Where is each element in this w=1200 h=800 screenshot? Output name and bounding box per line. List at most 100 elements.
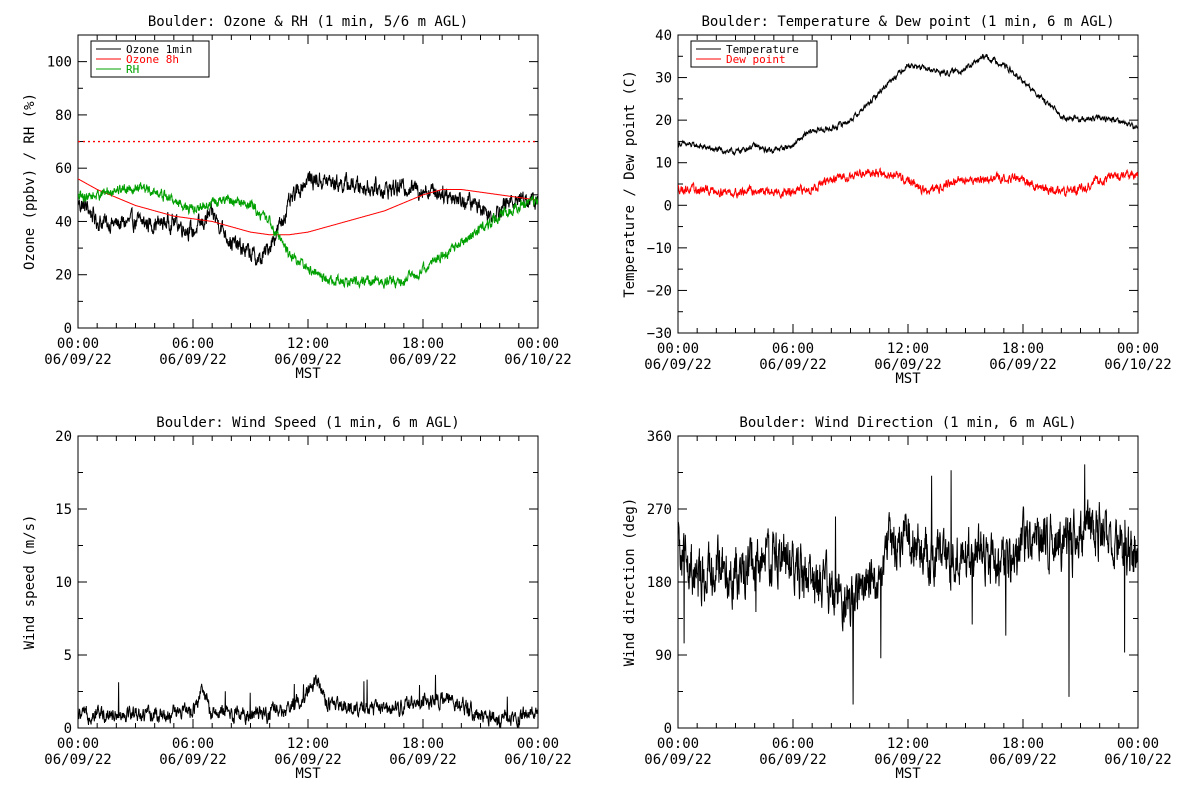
- x-tick-label-date: 06/09/22: [44, 752, 111, 768]
- plot-area: [78, 171, 538, 290]
- legend-label: RH: [126, 63, 139, 76]
- x-tick-label-date: 06/09/22: [989, 752, 1056, 768]
- series-line-ozone-8h: [78, 178, 538, 236]
- y-tick-label: 20: [655, 113, 672, 129]
- chart-panel-3: Boulder: Wind Speed (1 min, 6 m AGL) 0 5 10…: [22, 415, 572, 782]
- x-axis-label: MST: [295, 766, 321, 782]
- y-tick-label: −30: [647, 326, 672, 342]
- y-tick-label: 15: [55, 502, 72, 518]
- x-tick-label-date: 06/10/22: [504, 752, 571, 768]
- x-tick-label-date: 06/09/22: [159, 752, 226, 768]
- y-axis-label: Wind speed (m/s): [22, 515, 38, 650]
- x-tick-label-time: 18:00: [402, 736, 444, 752]
- y-axis-label: Ozone (ppbv) / RH (%): [22, 93, 38, 270]
- plot-area: [678, 53, 1138, 199]
- plot-frame: [77, 435, 539, 729]
- x-tick-label-date: 06/09/22: [644, 752, 711, 768]
- x-tick-label-time: 00:00: [57, 736, 99, 752]
- series-line-ozone-1min: [78, 171, 538, 266]
- x-tick-label-time: 12:00: [287, 736, 329, 752]
- chart-title: Boulder: Wind Speed (1 min, 6 m AGL): [156, 415, 459, 431]
- plot-area: [78, 674, 538, 728]
- legend-label: Ozone 1min: [126, 43, 192, 56]
- y-tick-label: 0: [64, 721, 72, 737]
- y-tick-label: 20: [55, 268, 72, 284]
- y-tick-label: 40: [55, 214, 72, 230]
- x-tick-label-time: 18:00: [402, 336, 444, 352]
- x-tick-label-date: 06/09/22: [644, 357, 711, 373]
- x-tick-label-date: 06/09/22: [274, 752, 341, 768]
- y-tick-label: 0: [664, 198, 672, 214]
- x-tick-label-date: 06/09/22: [274, 352, 341, 368]
- y-tick-label: 0: [664, 721, 672, 737]
- y-tick-label: 90: [655, 648, 672, 664]
- x-tick-label-date: 06/09/22: [874, 752, 941, 768]
- y-tick-label: 270: [647, 502, 672, 518]
- x-tick-label-date: 06/09/22: [989, 357, 1056, 373]
- y-tick-label: 30: [655, 71, 672, 87]
- x-axis-label: MST: [895, 766, 921, 782]
- y-tick-label: 60: [55, 161, 72, 177]
- x-tick-label-date: 06/09/22: [874, 357, 941, 373]
- x-tick-label-time: 00:00: [517, 736, 559, 752]
- x-axis-label: MST: [895, 371, 921, 387]
- y-tick-label: −20: [647, 283, 672, 299]
- y-tick-label: 40: [655, 28, 672, 44]
- legend-label: Ozone 8h: [126, 53, 179, 66]
- x-tick-label-time: 06:00: [172, 336, 214, 352]
- x-tick-label-time: 00:00: [657, 736, 699, 752]
- chart-panel-2: Boulder: Temperature & Dew point (1 min,…: [622, 14, 1172, 387]
- x-tick-label-date: 06/09/22: [389, 352, 456, 368]
- x-tick-label-date: 06/09/22: [44, 352, 111, 368]
- y-tick-label: 360: [647, 429, 672, 445]
- chart-panel-4: Boulder: Wind Direction (1 min, 6 m AGL)…: [622, 415, 1172, 782]
- x-tick-label-time: 12:00: [287, 336, 329, 352]
- y-tick-label: −10: [647, 241, 672, 257]
- x-tick-label-date: 06/09/22: [759, 357, 826, 373]
- series-line-data: [678, 464, 1138, 705]
- y-axis-label: Temperature / Dew point (C): [622, 70, 638, 298]
- chart-panel-1: Boulder: Ozone & RH (1 min, 5/6 m AGL) 0 2…: [22, 14, 572, 382]
- y-tick-label: 0: [64, 321, 72, 337]
- x-tick-label-time: 00:00: [1117, 736, 1159, 752]
- legend-label: Temperature: [726, 43, 799, 56]
- y-tick-label: 10: [55, 575, 72, 591]
- x-tick-label-time: 18:00: [1002, 341, 1044, 357]
- plot-frame: [77, 34, 539, 329]
- y-tick-label: 180: [647, 575, 672, 591]
- legend-box: [690, 40, 818, 68]
- x-tick-label-time: 00:00: [517, 336, 559, 352]
- y-axis-label: Wind direction (deg): [622, 498, 638, 667]
- x-axis-label: MST: [295, 366, 321, 382]
- x-tick-label-time: 06:00: [172, 736, 214, 752]
- y-tick-label: 80: [55, 108, 72, 124]
- y-tick-label: 20: [55, 429, 72, 445]
- plot-frame: [677, 34, 1139, 334]
- y-tick-label: 100: [47, 55, 72, 71]
- series-line-dew-point: [678, 167, 1138, 199]
- series-line-data: [78, 674, 538, 728]
- x-tick-label-time: 18:00: [1002, 736, 1044, 752]
- x-tick-label-time: 00:00: [1117, 341, 1159, 357]
- x-tick-label-date: 06/09/22: [159, 352, 226, 368]
- chart-title: Boulder: Temperature & Dew point (1 min,…: [701, 14, 1114, 30]
- x-tick-label-time: 12:00: [887, 341, 929, 357]
- y-tick-label: 5: [64, 648, 72, 664]
- x-tick-label-date: 06/09/22: [389, 752, 456, 768]
- x-tick-label-date: 06/09/22: [759, 752, 826, 768]
- x-tick-label-time: 00:00: [657, 341, 699, 357]
- legend-label: Dew point: [726, 53, 786, 66]
- x-tick-label-time: 00:00: [57, 336, 99, 352]
- y-tick-label: 10: [655, 156, 672, 172]
- series-line-rh: [78, 182, 538, 290]
- x-tick-label-date: 06/10/22: [504, 352, 571, 368]
- x-tick-label-time: 06:00: [772, 341, 814, 357]
- chart-title: Boulder: Wind Direction (1 min, 6 m AGL): [739, 415, 1076, 431]
- x-tick-label-date: 06/10/22: [1104, 357, 1171, 373]
- plot-area: [678, 464, 1138, 705]
- chart-title: Boulder: Ozone & RH (1 min, 5/6 m AGL): [148, 14, 468, 30]
- series-line-temperature: [678, 53, 1138, 156]
- x-tick-label-date: 06/10/22: [1104, 752, 1171, 768]
- x-tick-label-time: 06:00: [772, 736, 814, 752]
